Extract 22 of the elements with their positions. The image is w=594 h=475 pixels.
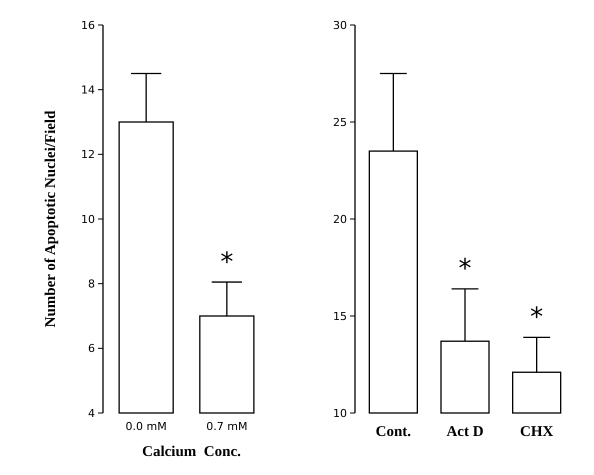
y-tick-label: 10 [81,212,95,226]
annotation: * [458,254,472,284]
x-tick-label: CHX [520,424,554,440]
annotation: * [530,302,544,333]
y-tick-label: 30 [333,18,347,32]
y-tick-label: 14 [81,84,95,97]
x-tick-label: Cont. [376,424,412,440]
y-tick-label: 16 [81,18,95,32]
y-tick-label: 10 [333,406,347,420]
x-axis-title: Calcium Conc. [142,444,242,460]
x-tick-label: 0.0 mM [126,420,167,433]
x-tick-label: Act D [446,424,484,440]
y-tick-label: 12 [81,148,95,162]
y-axis-title: Number of Apoptotic Nuclei/Field [43,110,59,328]
y-tick-label: 6 [88,342,95,356]
y-tick-label: 20 [333,212,347,226]
annotation: * [220,247,234,278]
x-tick-label: 0.7 mM [206,420,248,433]
y-tick-label: 25 [333,116,347,129]
y-tick-label: 4 [88,406,95,420]
y-tick-label: 15 [333,310,347,323]
y-tick-label: 8 [88,278,95,291]
